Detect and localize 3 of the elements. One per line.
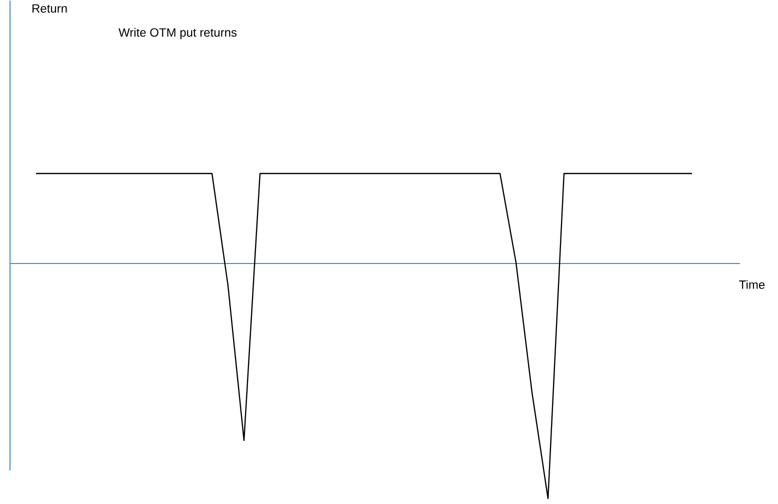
- text: Return: [32, 4, 67, 13]
- x-axis-title: Time: [739, 280, 765, 290]
- chart-title: Write OTM put returns: [118, 28, 237, 40]
